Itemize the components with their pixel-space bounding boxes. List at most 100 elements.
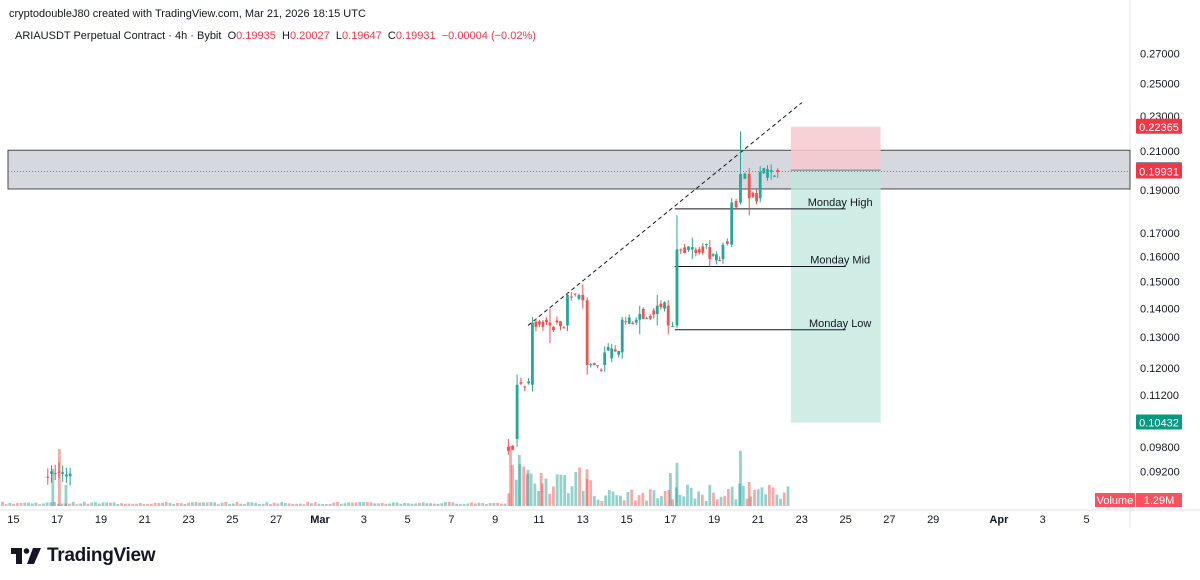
- candle-body: [697, 249, 701, 253]
- volume-bar: [336, 501, 339, 506]
- volume-bar: [194, 502, 198, 506]
- volume-bar: [8, 502, 12, 506]
- candle-body: [666, 305, 670, 326]
- time-tick-label: 27: [883, 514, 895, 526]
- volume-bar: [23, 502, 27, 506]
- volume-bar: [730, 486, 734, 506]
- volume-bar: [127, 503, 131, 506]
- open-value: 0.19935: [236, 30, 276, 42]
- trendline: [527, 102, 803, 326]
- time-tick-label: 17: [664, 514, 676, 526]
- candle-body: [675, 249, 679, 326]
- candle-body: [46, 476, 50, 478]
- candle-body: [589, 364, 593, 366]
- volume-bar: [343, 503, 347, 506]
- volume-bar: [619, 495, 622, 506]
- time-tick-label: 3: [1040, 514, 1046, 526]
- volume-value-badge: [1136, 493, 1182, 507]
- volume-bar: [94, 502, 97, 506]
- volume-bar: [622, 500, 626, 506]
- volume-bar: [458, 504, 462, 506]
- volume-bar: [280, 502, 284, 506]
- symbol-title: ARIAUSDT Perpetual Contract · 4h · Bybit: [15, 30, 222, 42]
- candles-group: [46, 131, 780, 486]
- volume-bar: [593, 496, 596, 506]
- volume-bar: [269, 504, 272, 506]
- volume-bar: [146, 503, 150, 506]
- candle-body: [613, 349, 617, 352]
- volume-bar: [633, 500, 637, 506]
- volume-bar: [555, 474, 559, 506]
- volume-bar: [529, 473, 533, 506]
- volume-bar: [678, 494, 682, 506]
- volume-bar: [585, 479, 589, 506]
- volume-bar: [60, 503, 64, 506]
- volume-bar: [75, 504, 79, 506]
- candle-body: [562, 327, 566, 329]
- candle-body: [652, 310, 656, 315]
- volume-bar: [313, 502, 317, 506]
- price-tick-label: 0.25000: [1140, 79, 1180, 91]
- volume-bar: [354, 502, 358, 506]
- candle-body: [555, 320, 559, 323]
- volume-bar: [90, 502, 94, 506]
- volume-bar: [455, 503, 459, 506]
- candle-body: [766, 169, 769, 178]
- volume-bar: [715, 499, 719, 506]
- close-label: C: [387, 30, 396, 42]
- volume-bar: [739, 450, 742, 506]
- volume-bar: [786, 486, 790, 506]
- volume-bar: [109, 502, 112, 506]
- volume-bar: [432, 503, 436, 506]
- volume-bar: [1, 501, 4, 506]
- volume-bar: [663, 491, 667, 506]
- candle-body: [683, 247, 687, 253]
- candle-body: [687, 246, 690, 250]
- volume-bar: [45, 502, 49, 506]
- time-tick-label: 15: [620, 514, 632, 526]
- volume-bar: [700, 494, 704, 506]
- volume-bar: [485, 504, 488, 506]
- volume-bar: [161, 502, 164, 506]
- time-tick-label: 5: [1083, 514, 1089, 526]
- volume-bar: [220, 502, 224, 506]
- volume-bar: [172, 503, 176, 506]
- volume-bar: [395, 502, 399, 506]
- tradingview-logo-icon: [11, 548, 41, 564]
- volume-bar: [779, 498, 782, 506]
- time-tick-label: 21: [139, 514, 151, 526]
- candle-body: [506, 446, 510, 451]
- candle-body: [718, 260, 722, 262]
- price-tick-label: 0.09800: [1140, 442, 1180, 454]
- price-badge: [1136, 414, 1182, 430]
- volume-bar: [499, 503, 503, 506]
- volume-bar: [581, 490, 585, 506]
- candle-body: [559, 321, 562, 327]
- volume-bar: [723, 495, 727, 506]
- volume-bar: [71, 501, 75, 506]
- volume-bar: [276, 503, 280, 506]
- candle-body: [566, 294, 569, 326]
- volume-bar: [176, 502, 179, 506]
- price-tick-label: 0.14000: [1140, 303, 1180, 315]
- volume-bar: [27, 502, 30, 506]
- volume-bar: [164, 501, 168, 506]
- volume-bar: [15, 503, 19, 506]
- volume-bar: [473, 503, 477, 506]
- candle-body: [708, 247, 712, 260]
- volume-bar: [719, 496, 723, 506]
- volume-bar: [295, 503, 298, 506]
- volume-bar: [596, 499, 600, 506]
- volume-bar: [105, 502, 109, 506]
- volume-bar: [202, 502, 205, 506]
- candle-body: [751, 192, 755, 197]
- time-tick-label: 3: [361, 514, 367, 526]
- volume-bar: [365, 501, 369, 506]
- candle-body: [581, 294, 585, 301]
- time-tick-label: 23: [182, 514, 194, 526]
- price-tick-label: 0.09200: [1140, 466, 1180, 478]
- volume-bar: [656, 498, 660, 506]
- volume-bar: [600, 500, 604, 506]
- volume-bar: [302, 504, 306, 506]
